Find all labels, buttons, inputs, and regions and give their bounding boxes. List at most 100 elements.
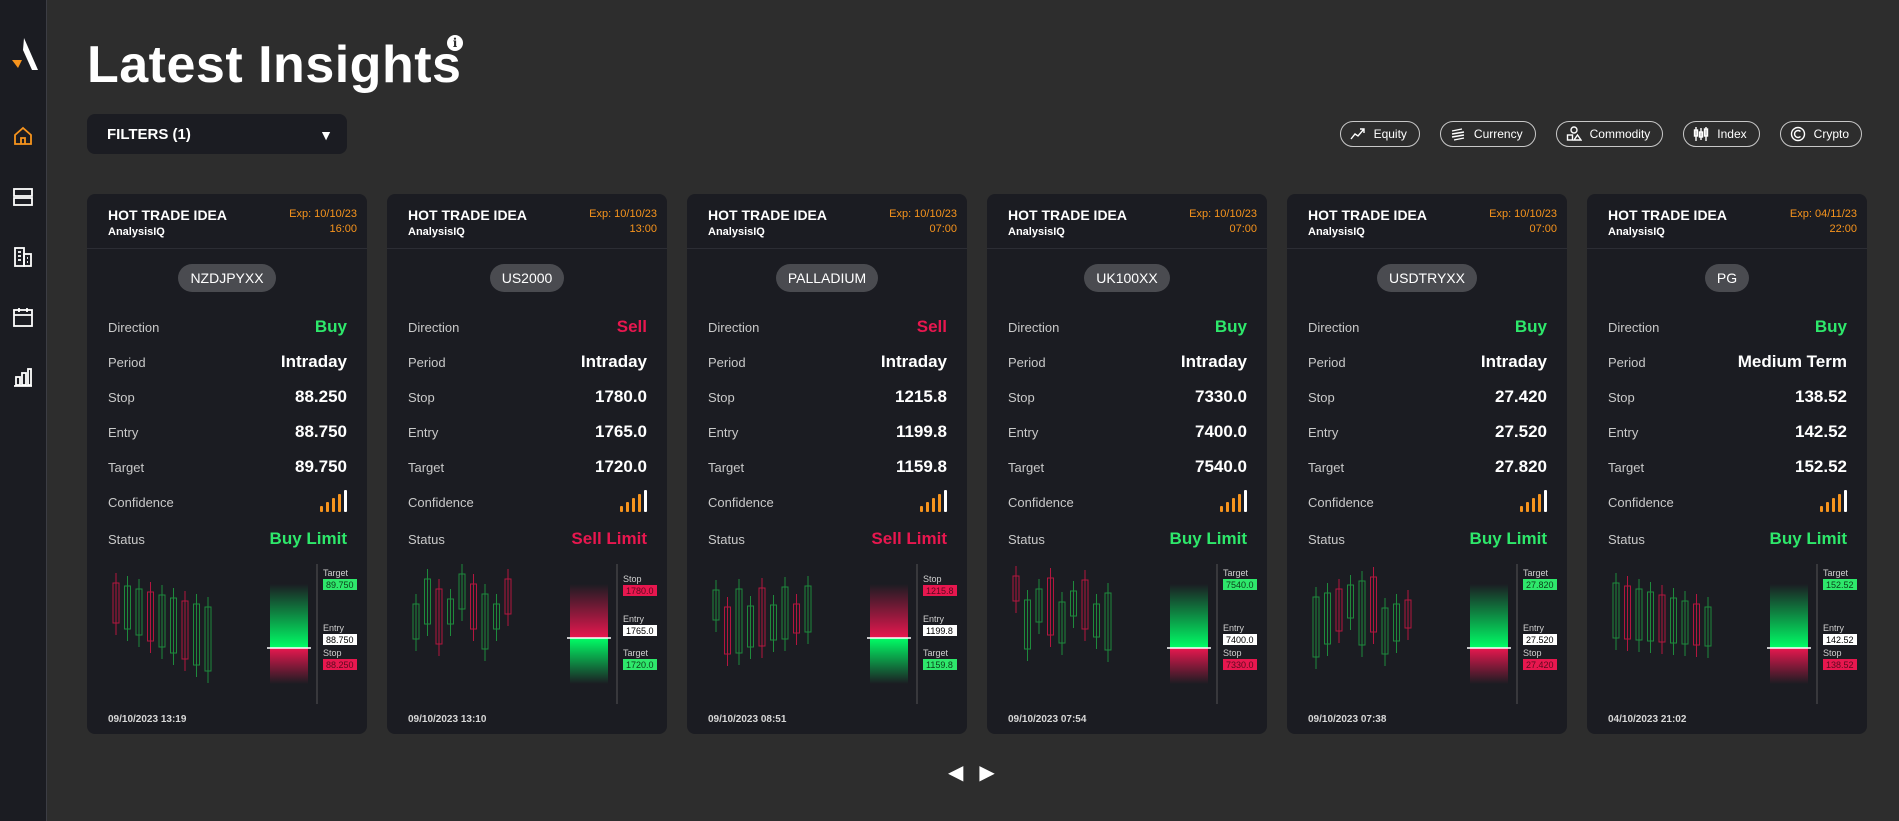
level-label: Stop: [1823, 648, 1842, 658]
candle: [781, 586, 789, 640]
trade-idea-card[interactable]: HOT TRADE IDEA AnalysisIQ Exp: 10/10/23 …: [987, 194, 1267, 734]
period-label: Period: [108, 355, 146, 370]
published-date: 09/10/2023 08:51: [708, 714, 787, 725]
period-label: Period: [708, 355, 746, 370]
entry-label: Entry: [408, 425, 439, 440]
trade-idea-card[interactable]: HOT TRADE IDEA AnalysisIQ Exp: 10/10/23 …: [387, 194, 667, 734]
trade-idea-card[interactable]: HOT TRADE IDEA AnalysisIQ Exp: 10/10/23 …: [1287, 194, 1567, 734]
risk-zone: [1770, 648, 1808, 684]
home-icon[interactable]: [11, 124, 35, 148]
chip-crypto[interactable]: Crypto: [1779, 121, 1862, 147]
direction-value: Buy: [1814, 317, 1847, 336]
trade-idea-card[interactable]: HOT TRADE IDEA AnalysisIQ Exp: 10/10/23 …: [687, 194, 967, 734]
level-value: 88.750: [326, 635, 354, 645]
target-value: 152.52: [1795, 457, 1847, 476]
entry-value: 1765.0: [595, 422, 647, 441]
expiry-date: Exp: 04/11/23: [1789, 208, 1857, 220]
reports-icon[interactable]: [11, 245, 35, 269]
candle: [1312, 596, 1320, 658]
entry-value: 88.750: [295, 422, 347, 441]
status-value: Buy Limit: [1169, 529, 1247, 548]
level-value-box: [623, 625, 657, 636]
info-icon[interactable]: i: [447, 35, 463, 51]
direction-row: Direction Sell: [708, 317, 947, 337]
level-label: Entry: [1223, 623, 1245, 633]
symbol-badge[interactable]: PALLADIUM: [775, 264, 879, 292]
level-label: Target: [1223, 568, 1249, 578]
candle: [1693, 603, 1700, 646]
expiry: Exp: 10/10/23 13:00: [547, 207, 657, 237]
chip-label: Crypto: [1813, 127, 1849, 141]
level-label: Stop: [623, 574, 642, 584]
symbol-badge[interactable]: US2000: [489, 264, 565, 292]
candle: [1658, 594, 1666, 643]
candle: [493, 603, 500, 630]
calendar-icon[interactable]: [11, 305, 35, 329]
candle: [758, 587, 766, 647]
profit-zone: [1170, 584, 1208, 648]
candle: [1104, 592, 1112, 651]
level-label: Target: [623, 648, 649, 658]
entry-value: 7400.0: [1195, 422, 1247, 441]
symbol-badge[interactable]: UK100XX: [1084, 264, 1170, 292]
trade-idea-card[interactable]: HOT TRADE IDEA AnalysisIQ Exp: 04/11/23 …: [1587, 194, 1867, 734]
confidence-bar: [932, 498, 935, 512]
candle: [1635, 588, 1643, 641]
symbol-badge[interactable]: USDTRYXX: [1377, 264, 1477, 292]
stop-label: Stop: [1008, 390, 1035, 405]
entry-row: Entry 7400.0: [1008, 422, 1247, 442]
card-title: HOT TRADE IDEA: [108, 207, 227, 223]
chip-equity[interactable]: Equity: [1339, 121, 1420, 147]
entry-row: Entry 142.52: [1608, 422, 1847, 442]
confidence-bar: [632, 498, 635, 512]
period-value: Intraday: [880, 352, 947, 371]
chip-currency[interactable]: Currency: [1439, 121, 1536, 147]
candle: [1612, 582, 1620, 639]
chip-commodity[interactable]: Commodity: [1555, 121, 1664, 147]
period-value: Intraday: [1180, 352, 1247, 371]
stop-value: 88.250: [295, 387, 347, 406]
period-value: Intraday: [580, 352, 647, 371]
confidence-bar: [1838, 494, 1841, 512]
entry-label: Entry: [1608, 425, 1639, 440]
expiry-date: Exp: 10/10/23: [889, 208, 957, 220]
trade-idea-card[interactable]: HOT TRADE IDEA AnalysisIQ Exp: 10/10/23 …: [87, 194, 367, 734]
list-icon[interactable]: [11, 185, 35, 209]
status-label: Status: [1008, 532, 1045, 547]
prev-arrow-icon[interactable]: ◀: [948, 762, 964, 784]
bar-chart-icon[interactable]: [11, 365, 35, 389]
stop-label: Stop: [108, 390, 135, 405]
card-header: HOT TRADE IDEA AnalysisIQ Exp: 10/10/23 …: [1287, 194, 1567, 249]
confidence-bar: [1226, 502, 1229, 512]
next-arrow-icon[interactable]: ▶: [979, 762, 995, 784]
candle: [1093, 603, 1100, 638]
chip-index[interactable]: Index: [1683, 121, 1760, 147]
confidence-bar: [1832, 498, 1835, 512]
level-value-box: [1223, 634, 1257, 645]
commodity-icon: [1566, 126, 1582, 141]
period-row: Period Intraday: [1308, 352, 1547, 372]
confidence-meter: [1520, 490, 1547, 512]
candle: [1704, 606, 1712, 647]
brand-logo[interactable]: [6, 36, 40, 74]
confidence-meter: [1820, 490, 1847, 512]
expiry-time: 22:00: [1829, 223, 1857, 235]
stop-value: 27.420: [1495, 387, 1547, 406]
status-row: Status Sell Limit: [408, 529, 647, 549]
target-value: 7540.0: [1195, 457, 1247, 476]
stop-value: 138.52: [1795, 387, 1847, 406]
target-label: Target: [1608, 460, 1645, 475]
status-value: Sell Limit: [571, 529, 647, 548]
symbol-badge[interactable]: PG: [1704, 264, 1750, 292]
stop-value: 7330.0: [1195, 387, 1247, 406]
candle: [124, 585, 131, 630]
candle: [1681, 600, 1689, 645]
target-label: Target: [408, 460, 445, 475]
symbol-badge[interactable]: NZDJPYXX: [178, 264, 276, 292]
filters-dropdown[interactable]: FILTERS (1) ▼: [87, 114, 347, 154]
candle: [504, 578, 512, 615]
confidence-bar: [332, 498, 335, 512]
expiry-time: 13:00: [629, 223, 657, 235]
profit-zone: [1770, 584, 1808, 648]
entry-value: 27.520: [1495, 422, 1547, 441]
